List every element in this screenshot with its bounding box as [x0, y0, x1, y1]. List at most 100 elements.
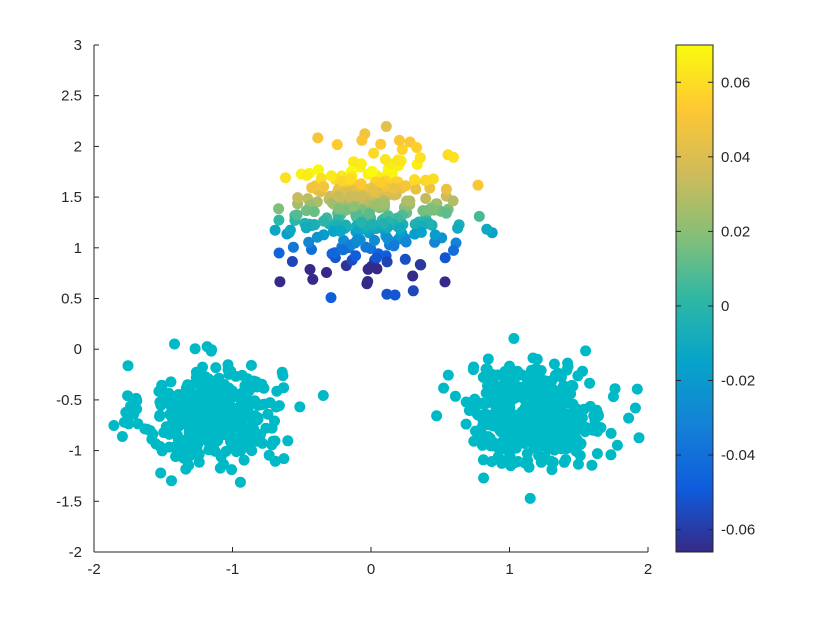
data-point-c3 — [284, 224, 296, 236]
data-point-c3 — [306, 182, 318, 194]
data-point-c1 — [229, 432, 241, 444]
data-point-c1 — [202, 436, 214, 448]
data-point-c2 — [482, 353, 494, 365]
axes: -2 -1 0 1 2 -2 -1.5 -1 -0.5 0 0.5 1 1.5 2 2.5 3 — [56, 37, 652, 578]
data-point-c1 — [189, 343, 201, 355]
data-point-c1 — [236, 397, 248, 409]
colorbar-tick-label: -0.04 — [721, 447, 755, 464]
data-point-c3 — [388, 183, 400, 195]
data-point-c3 — [274, 276, 286, 288]
colorbar-tick-label: 0.06 — [721, 74, 750, 91]
data-point-c3 — [369, 234, 380, 246]
data-point-c2 — [558, 456, 570, 468]
y-tick-label: 3 — [74, 37, 82, 54]
data-point-c2 — [569, 434, 581, 446]
data-point-c1 — [256, 437, 268, 449]
data-point-c3 — [394, 222, 406, 234]
data-point-c2 — [508, 333, 520, 344]
data-point-c3 — [381, 256, 393, 268]
data-point-c1 — [222, 364, 234, 376]
data-point-c2 — [528, 442, 540, 454]
data-point-c3 — [312, 132, 324, 144]
data-point-c3 — [414, 152, 426, 164]
data-point-c1 — [163, 428, 175, 440]
data-point-c1 — [263, 449, 275, 461]
y-tick-label: 1.5 — [61, 189, 82, 206]
data-point-c3 — [382, 233, 394, 245]
data-point-c3 — [375, 177, 387, 188]
data-point-c1 — [154, 409, 166, 421]
data-point-c3 — [407, 285, 419, 297]
data-point-c2 — [469, 393, 481, 405]
data-point-c3 — [356, 190, 368, 202]
data-point-c1 — [317, 390, 329, 401]
data-point-c2 — [631, 383, 643, 395]
data-point-c1 — [278, 382, 290, 394]
data-point-c1 — [282, 435, 294, 447]
data-point-c2 — [545, 422, 557, 434]
data-point-c1 — [155, 399, 167, 411]
data-point-c2 — [468, 435, 480, 447]
y-tick-label: -1 — [69, 443, 82, 460]
data-point-c1 — [204, 408, 216, 420]
data-point-c3 — [348, 156, 359, 168]
data-point-c3 — [355, 178, 367, 190]
data-point-c2 — [525, 403, 536, 414]
data-point-c1 — [166, 475, 177, 487]
data-point-c1 — [230, 446, 242, 458]
data-point-c2 — [486, 456, 498, 467]
data-point-c1 — [233, 409, 245, 421]
data-point-c1 — [178, 452, 190, 464]
data-point-c3 — [379, 198, 391, 210]
data-point-c1 — [192, 439, 204, 451]
x-tick-label: -2 — [87, 561, 100, 578]
data-point-c3 — [378, 218, 390, 229]
data-point-c2 — [578, 403, 590, 415]
x-tick-label: 1 — [505, 561, 513, 578]
data-point-c2 — [562, 357, 574, 369]
data-point-c3 — [273, 203, 285, 215]
data-point-c2 — [481, 363, 493, 375]
data-point-c1 — [122, 390, 134, 402]
data-points — [108, 121, 645, 504]
data-point-c2 — [565, 388, 577, 400]
data-point-c3 — [400, 236, 412, 248]
data-point-c3 — [304, 264, 316, 275]
data-point-c2 — [534, 371, 546, 383]
data-point-c2 — [475, 423, 487, 435]
data-point-c3 — [381, 288, 393, 300]
data-point-c1 — [277, 370, 289, 382]
data-point-c2 — [534, 417, 545, 429]
data-point-c2 — [629, 402, 641, 414]
data-point-c3 — [318, 215, 329, 227]
colorbar-tick-label: 0.02 — [721, 223, 750, 240]
data-point-c2 — [576, 412, 588, 424]
data-point-c3 — [379, 154, 391, 165]
data-point-c1 — [269, 415, 280, 427]
data-point-c3 — [448, 151, 459, 163]
data-point-c1 — [108, 420, 120, 431]
data-point-c2 — [438, 382, 450, 394]
data-point-c2 — [546, 375, 558, 386]
data-point-c3 — [363, 208, 375, 220]
data-point-c2 — [547, 456, 559, 468]
data-point-c3 — [356, 134, 368, 146]
data-point-c3 — [303, 236, 315, 248]
data-point-c2 — [493, 443, 505, 455]
data-point-c1 — [165, 376, 177, 388]
data-point-c2 — [431, 410, 443, 422]
data-point-c2 — [484, 416, 496, 427]
data-point-c3 — [429, 229, 441, 241]
data-point-c3 — [325, 170, 337, 182]
data-point-c1 — [187, 389, 199, 400]
data-point-c1 — [205, 417, 217, 429]
data-point-c2 — [558, 411, 570, 423]
data-point-c3 — [337, 244, 349, 256]
colorbar-tick-label: -0.02 — [721, 373, 755, 390]
colorbar-tick-label: 0 — [721, 298, 729, 315]
data-point-c3 — [325, 292, 337, 304]
data-point-c2 — [481, 397, 493, 409]
data-point-c3 — [371, 263, 383, 275]
data-point-c3 — [313, 164, 324, 176]
